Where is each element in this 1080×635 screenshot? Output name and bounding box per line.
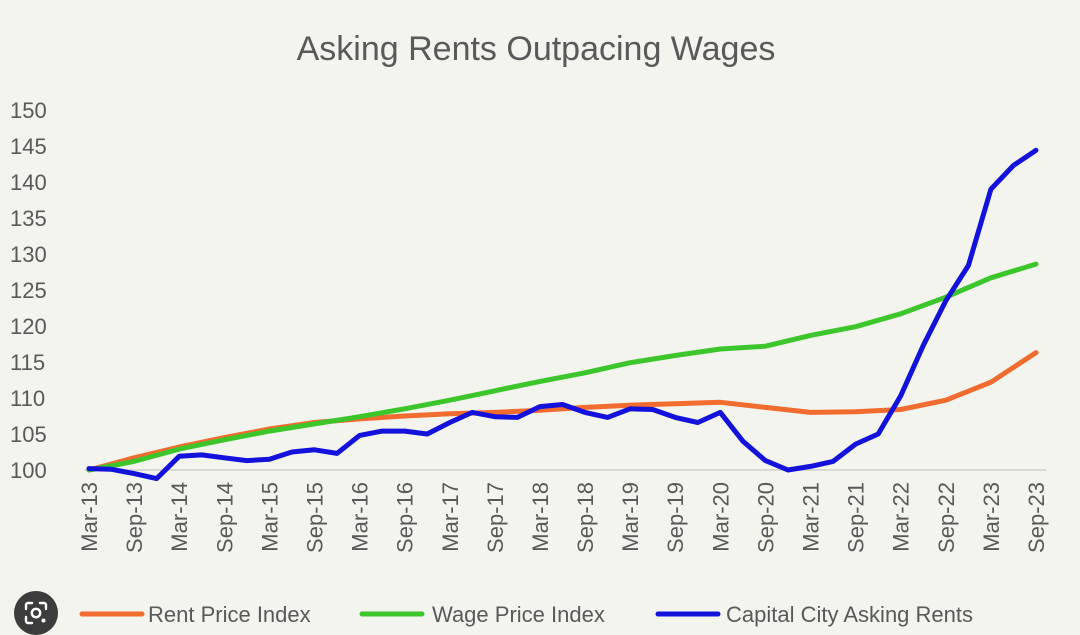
x-tick-label: Sep-17 bbox=[483, 482, 508, 553]
legend-label: Capital City Asking Rents bbox=[726, 602, 973, 627]
x-tick-label: Sep-15 bbox=[302, 482, 327, 553]
y-tick-label: 105 bbox=[10, 422, 47, 447]
x-tick-label: Mar-13 bbox=[77, 482, 102, 552]
chart-title: Asking Rents Outpacing Wages bbox=[297, 30, 776, 68]
series-line-1 bbox=[86, 261, 1039, 473]
x-tick-label: Mar-20 bbox=[708, 482, 733, 552]
x-tick-label: Mar-19 bbox=[618, 482, 643, 552]
y-tick-label: 125 bbox=[10, 278, 47, 303]
google-lens-button[interactable] bbox=[14, 591, 58, 635]
legend-label: Wage Price Index bbox=[432, 602, 605, 627]
series-line-2 bbox=[86, 147, 1039, 482]
legend-label: Rent Price Index bbox=[148, 602, 311, 627]
x-tick-label: Sep-16 bbox=[393, 482, 418, 553]
x-tick-label: Mar-16 bbox=[348, 482, 373, 552]
y-tick-label: 110 bbox=[10, 386, 45, 411]
x-tick-label: Sep-14 bbox=[212, 482, 237, 553]
x-tick-label: Mar-22 bbox=[889, 482, 914, 552]
y-tick-label: 120 bbox=[10, 314, 47, 339]
x-tick-label: Sep-23 bbox=[1024, 482, 1049, 553]
x-tick-label: Mar-14 bbox=[167, 482, 192, 552]
y-tick-label: 135 bbox=[10, 206, 47, 231]
x-tick-label: Sep-13 bbox=[122, 482, 147, 553]
legend: Rent Price Index Wage Price Index Capital … bbox=[79, 602, 973, 627]
y-tick-label: 115 bbox=[10, 350, 45, 375]
x-tick-label: Sep-22 bbox=[934, 482, 959, 553]
x-tick-label: Sep-18 bbox=[573, 482, 598, 553]
x-tick-label: Sep-20 bbox=[753, 482, 778, 553]
y-tick-label: 145 bbox=[10, 134, 47, 159]
x-tick-label: Sep-21 bbox=[844, 482, 869, 553]
google-lens-icon bbox=[24, 601, 48, 625]
y-tick-label: 150 bbox=[10, 98, 47, 123]
x-tick-label: Sep-19 bbox=[663, 482, 688, 553]
x-axis: Mar-13 Sep-13 Mar-14 Sep-14 Mar-15 Sep-15 Mar-… bbox=[77, 469, 1049, 553]
x-tick-label: Mar-15 bbox=[257, 482, 282, 552]
x-tick-label: Mar-21 bbox=[799, 482, 824, 552]
y-axis: 100 105 110 115 120 125 130 135 140 145 150 bbox=[10, 98, 47, 483]
y-tick-label: 130 bbox=[10, 242, 47, 267]
plot-lines bbox=[86, 147, 1039, 482]
x-tick-label: Mar-23 bbox=[979, 482, 1004, 552]
x-tick-label: Mar-17 bbox=[438, 482, 463, 552]
x-tick-label: Mar-18 bbox=[528, 482, 553, 552]
y-tick-label: 140 bbox=[10, 170, 47, 195]
y-tick-label: 100 bbox=[10, 458, 47, 483]
